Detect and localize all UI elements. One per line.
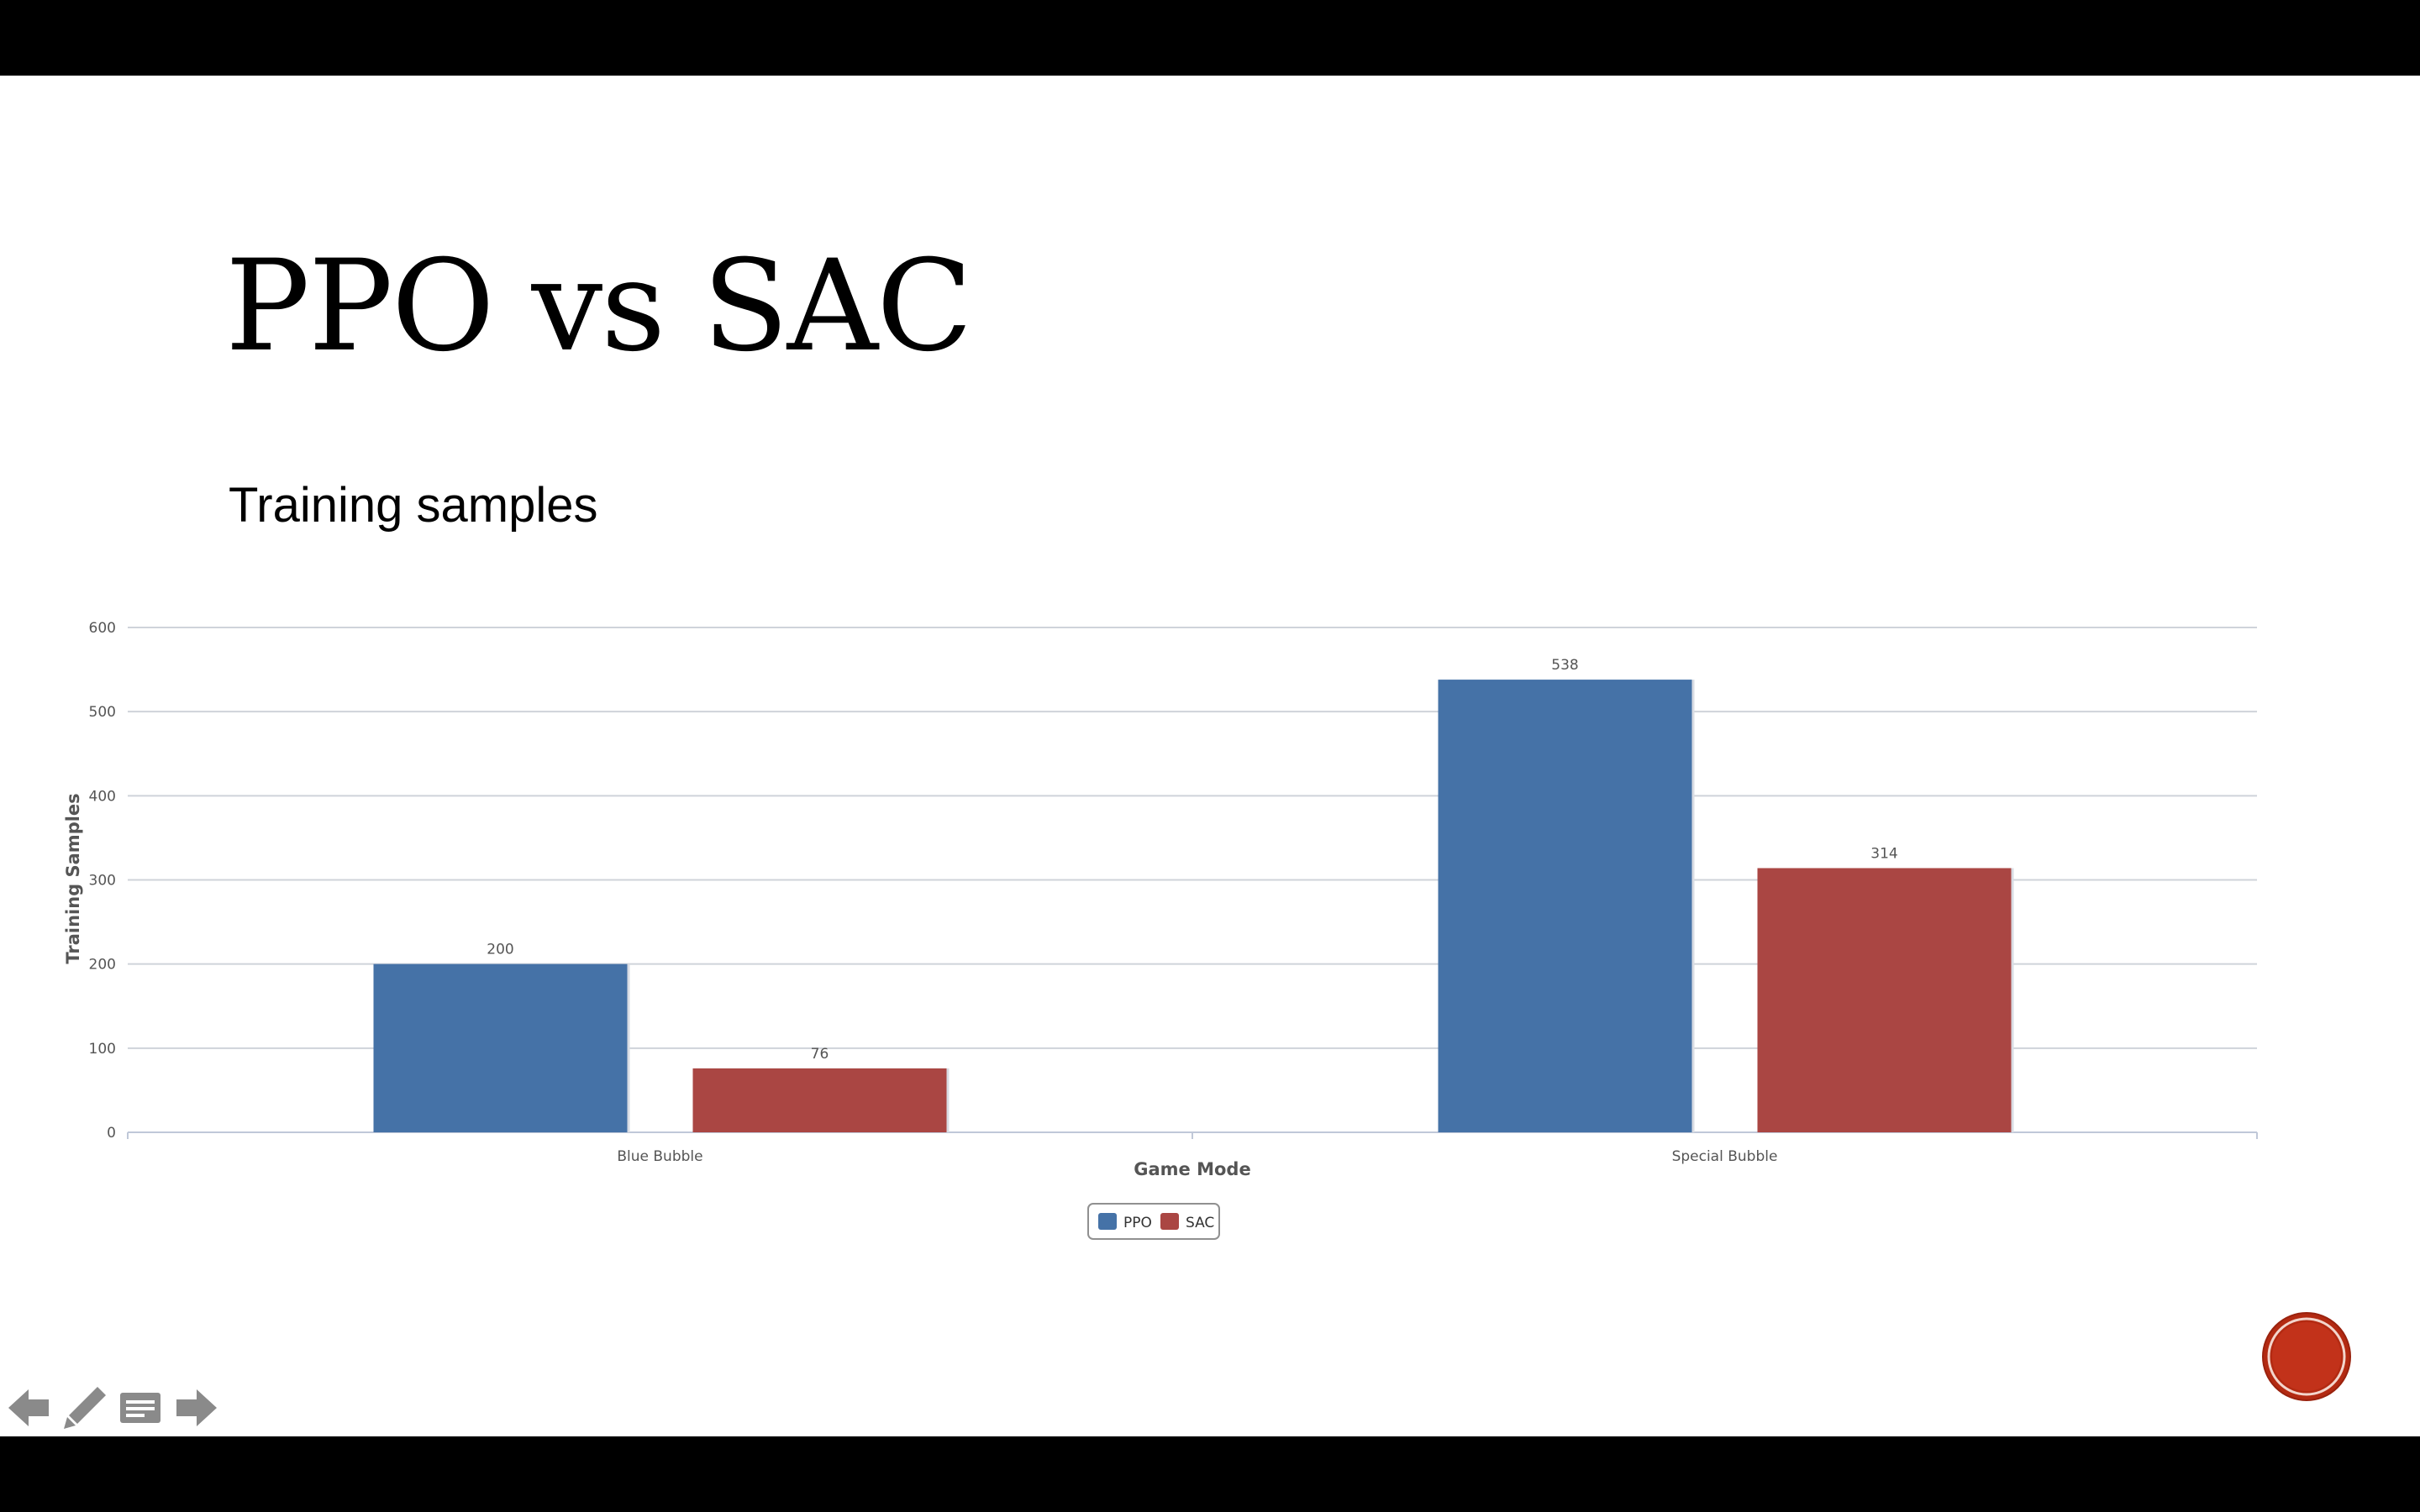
slideshow-controls <box>5 1381 220 1435</box>
x-axis: Blue Bubble Special Bubble <box>127 1132 2258 1165</box>
legend-swatch-ppo[interactable] <box>1098 1213 1117 1230</box>
forward-arrow-icon <box>176 1389 217 1426</box>
pen-icon <box>64 1387 106 1429</box>
bar-sac[interactable] <box>692 1068 947 1132</box>
data-label: 314 <box>1870 845 1897 862</box>
y-tick-label: 100 <box>89 1041 116 1058</box>
bar-ppo[interactable] <box>1438 680 1692 1132</box>
legend-item-ppo[interactable]: PPO <box>1123 1215 1152 1231</box>
legend-swatch-sac[interactable] <box>1160 1213 1179 1230</box>
y-tick-label: 600 <box>89 620 116 637</box>
bar-sac[interactable] <box>1757 868 2012 1132</box>
data-label: 538 <box>1551 657 1578 674</box>
notes-button[interactable] <box>116 1383 165 1432</box>
record-button[interactable] <box>2260 1310 2353 1403</box>
slide-subtitle: Training samples <box>229 478 598 533</box>
next-slide-button[interactable] <box>171 1383 220 1432</box>
data-label: 76 <box>811 1046 829 1063</box>
pen-tool-button[interactable] <box>60 1383 109 1432</box>
legend-box <box>1087 1203 1220 1240</box>
x-category-label: Blue Bubble <box>617 1148 702 1165</box>
slide-title: PPO vs SAC <box>225 234 973 380</box>
y-tick-label: 500 <box>89 704 116 721</box>
bar-ppo[interactable] <box>373 963 628 1132</box>
notes-icon <box>120 1393 160 1423</box>
bars: 200 76 538 314 <box>373 657 2014 1132</box>
y-tick-label: 400 <box>89 788 116 805</box>
y-tick-label: 0 <box>107 1125 116 1142</box>
y-tick-label: 300 <box>89 873 116 890</box>
y-axis-title: Training Samples <box>63 793 83 963</box>
x-axis-title: Game Mode <box>1134 1159 1250 1179</box>
y-axis-ticks: 0 100 200 300 400 500 600 <box>89 620 116 1142</box>
legend[interactable]: PPO SAC <box>1087 1203 1220 1240</box>
y-tick-label: 200 <box>89 957 116 974</box>
x-category-label: Special Bubble <box>1672 1148 1778 1165</box>
previous-slide-button[interactable] <box>5 1383 54 1432</box>
back-arrow-icon <box>8 1389 49 1426</box>
data-label: 200 <box>487 942 513 958</box>
legend-item-sac[interactable]: SAC <box>1186 1215 1214 1231</box>
